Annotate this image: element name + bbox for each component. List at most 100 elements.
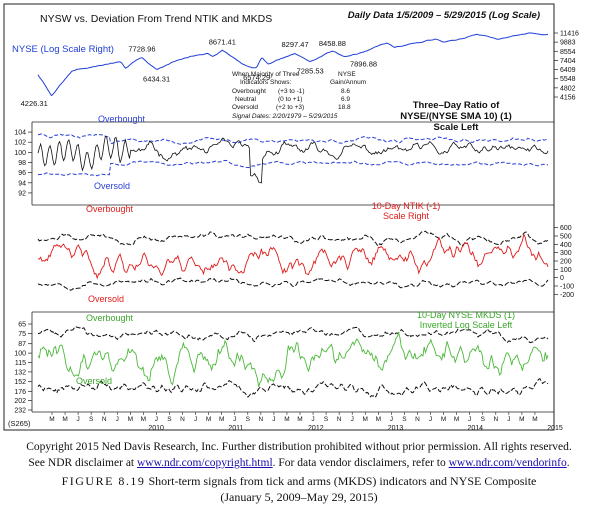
ntik-tick-label: -100 [560,284,574,291]
x-month-label: J [272,416,275,423]
mkds-axis-left: 65 75 87 100 115 132 152 176 202 232 [14,322,32,415]
nyse-point-labels: 4226.31 7728.96 6434.31 8671.41 6574.29 8297.… [21,37,377,108]
x-month-label: N [102,416,107,423]
x-year-label: 2012 [308,425,324,432]
x-month-label: N [415,416,420,423]
ntik-tick-label: 400 [560,242,572,249]
chart-title: NYSW vs. Deviation From Trend NTIK and M… [40,13,272,25]
ntik-upper-band [37,230,549,247]
vendorinfo-link[interactable]: www.ndr.com/vendorinfo [448,457,567,469]
signal-row-range: (+2 to +3) [276,104,304,111]
ntik-tick-label: 0 [560,275,564,282]
signal-row-range: (+3 to -1) [278,88,305,95]
figure-number: FIGURE 8.19 [61,474,146,488]
signal-row-range: (0 to +1) [278,96,302,103]
x-month-label: N [258,416,263,423]
mkds-tick-label: 202 [14,398,26,405]
x-year-label: 2014 [467,425,483,432]
nyse-tick-label: 9883 [560,40,576,47]
mkds-tick-label: 176 [14,389,26,396]
ntik-lower-band [37,277,549,291]
ratio-overbought-label: Overbought [98,114,146,124]
x-year-label: 2010 [148,425,164,432]
ratio-tick-label: 96 [18,170,26,177]
ratio-upper-band [38,133,549,145]
ntik-tick-label: -200 [560,292,574,299]
x-axis: M M J S N J M M J S N J M M J S N J M M J S N J M M J S N J M M J S N J M M20… [49,412,563,432]
mkds-tick-label: 115 [15,360,26,367]
nyse-point-label: 8297.47 [282,40,309,49]
signal-row-gain: 6.9 [341,96,350,103]
mkds-lower-band [37,378,549,398]
ntik-label-line-1: 10-Day NTIK (-1) [372,201,441,211]
x-month-label: M [219,416,224,423]
chart-frame [3,3,555,431]
x-month-label: S [246,416,251,423]
x-month-label: J [116,416,119,423]
x-month-label: S [167,416,172,423]
x-month-label: M [284,416,289,423]
signal-table: When Majority of Three Indicators Shows:… [232,71,366,120]
disclaimer-text: . For data vendor disclaimers, refer to [272,457,449,469]
x-year-label: 2015 [547,425,563,432]
x-month-label: M [141,416,146,423]
mkds-overbought-label: Overbought [86,313,134,323]
nyse-point-label: 6434.31 [143,74,170,83]
x-month-label: J [76,416,79,423]
ntik-overbought-label: Overbought [86,204,134,214]
ntik-tick-label: 300 [560,250,572,257]
signal-table-colhead-2: Gain/Annum [330,79,366,86]
nyse-line [37,32,549,97]
copyright-caption: Copyright 2015 Ned Davis Research, Inc. … [26,441,572,453]
ratio-tick-label: 104 [14,130,26,137]
ntik-tick-label: 200 [560,259,572,266]
signal-table-colhead-1: NYSE [338,71,356,78]
mkds-label-line-1: 10-Day NYSE MKDS (1) [417,310,515,320]
x-month-label: J [468,416,471,423]
x-month-label: J [155,416,158,423]
copyright-link[interactable]: www.ndr.com/copyright.html [137,457,273,469]
nyse-tick-label: 6409 [560,67,576,74]
mkds-line [37,331,549,387]
ratio-label-line-2: NYSE/(NYSE SMA 10) (1) [400,111,512,122]
x-month-label: S [324,416,329,423]
x-month-label: M [441,416,446,423]
ntik-oversold-label: Oversold [88,294,124,304]
mkds-tick-label: 132 [14,369,26,376]
mkds-upper-band [37,325,549,344]
nyse-point-label: 7285.53 [297,66,324,75]
nyse-axis-right: 11416 9883 8554 7404 6409 5548 4802 4156 [554,31,579,102]
nyse-point-label: 6574.29 [243,73,270,82]
nyse-point-label: 8458.88 [319,39,346,48]
x-month-label: J [507,416,510,423]
x-month-label: J [311,416,314,423]
x-month-label: S [402,416,407,423]
x-month-label: J [390,416,393,423]
mkds-tick-label: 100 [14,351,26,358]
nyse-point-label: 4226.31 [21,99,48,108]
x-month-label: M [363,416,368,423]
figure-title: Short-term signals from tick and arms (M… [145,474,537,488]
ratio-tick-label: 98 [18,160,26,167]
x-month-label: J [194,416,197,423]
x-month-label: N [493,416,498,423]
x-month-label: M [519,416,524,423]
chart-figure: NYSW vs. Deviation From Trend NTIK and M… [3,3,579,432]
x-month-label: M [62,416,67,423]
ntik-label-line-2: Scale Right [383,211,430,221]
ratio-label-line-3: Scale Left [434,122,480,133]
x-month-label: N [337,416,342,423]
signal-row-label: Oversold [232,104,258,111]
footer-code: (S265) [8,419,31,428]
ratio-axis-left: 104 102 100 98 96 94 92 [14,130,32,197]
disclaimer-text: See NDR disclaimer at [28,457,137,469]
signal-row-gain: 8.6 [341,88,350,95]
ratio-tick-label: 100 [14,150,26,157]
nyse-point-label: 7896.88 [350,59,377,68]
mkds-tick-label: 152 [14,379,26,386]
x-month-label: M [128,416,133,423]
x-month-label: M [297,416,302,423]
ratio-tick-label: 102 [14,140,26,147]
x-month-label: M [49,416,54,423]
